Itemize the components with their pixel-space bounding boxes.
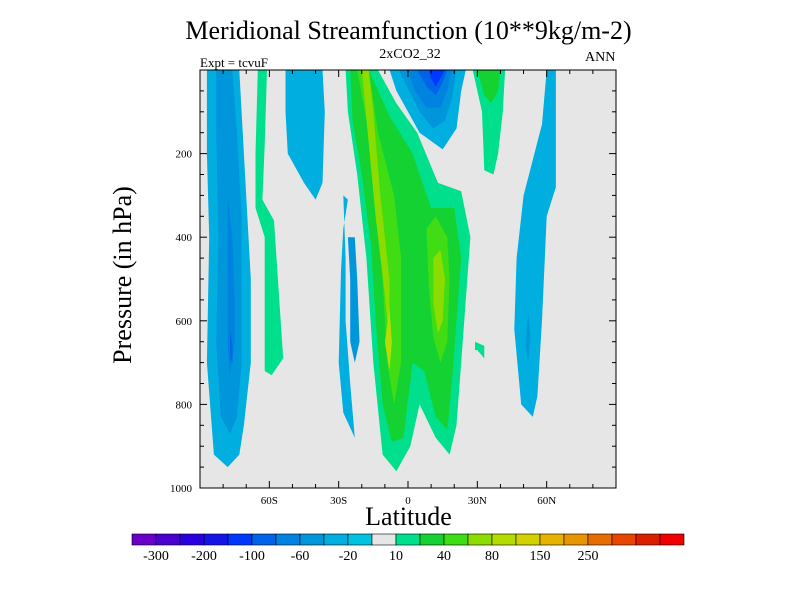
colorbar-label: -20	[339, 549, 358, 564]
colorbar-swatch	[347, 533, 373, 546]
contour-sh-mid-cyan-lower-l2	[347, 237, 360, 363]
colorbar-swatch	[659, 533, 685, 546]
colorbar-swatch	[491, 533, 517, 546]
colorbar-swatch	[395, 533, 421, 546]
contour-hadley-l5-core	[384, 308, 392, 371]
x-tick-label: 60N	[537, 495, 556, 507]
x-tick-label: 30N	[468, 495, 487, 507]
y-tick-label: 800	[176, 399, 193, 411]
contour-nh-polar-cyan	[514, 70, 556, 417]
colorbar-swatch	[515, 533, 541, 546]
x-tick-label: 60S	[261, 495, 278, 507]
colorbar-swatch	[275, 533, 301, 546]
contour-nh-small-green	[475, 341, 485, 359]
y-tick-label: 400	[176, 232, 193, 244]
colorbar-label: -300	[143, 549, 169, 564]
colorbar-swatch	[371, 533, 397, 546]
contour-tropical-green-n	[472, 70, 506, 175]
axis-ticks: 60S 30S 0 30N 60N 200 400 600 800 1000	[170, 69, 616, 507]
colorbar-swatch	[299, 533, 325, 546]
contour-tropical-green-n-l2	[477, 70, 501, 104]
colorbar-swatch	[635, 533, 661, 546]
contour-fills	[206, 70, 556, 472]
contour-hadley-l4-south	[361, 70, 390, 342]
colorbar-swatch	[563, 533, 589, 546]
season-label: ANN	[585, 50, 616, 65]
colorbar-swatch	[179, 533, 205, 546]
colorbar-label: 10	[389, 549, 403, 564]
colorbar-label: -200	[191, 549, 217, 564]
colorbar-swatch	[443, 533, 469, 546]
contour-sh-mid-cyan-top	[285, 70, 325, 200]
contour-sh-polar-cell-l3	[227, 195, 235, 376]
colorbar-swatch	[467, 533, 493, 546]
colorbar-swatch	[155, 533, 181, 546]
contour-ferrel-green-strip	[255, 70, 284, 376]
contour-sh-mid-cyan-lower	[338, 195, 355, 438]
chart-subtitle: 2xCO2_32	[379, 47, 441, 62]
colorbar-swatch	[131, 533, 157, 546]
experiment-label: Expt = tcvuF	[200, 55, 268, 70]
y-tick-label: 600	[176, 316, 193, 328]
contour-hadley-l4-north	[433, 249, 445, 334]
x-axis-label: Latitude	[365, 502, 452, 531]
colorbar: -300 -200 -100 -60 -20 10 40 80 150 250	[131, 533, 685, 564]
chart-title: Meridional Streamfunction (10**9kg/m-2)	[185, 16, 632, 45]
colorbar-swatch	[251, 533, 277, 546]
colorbar-label: 40	[437, 549, 451, 564]
colorbar-swatch	[539, 533, 565, 546]
x-tick-label: 30S	[330, 495, 347, 507]
colorbar-swatch	[419, 533, 445, 546]
colorbar-swatch	[227, 533, 253, 546]
colorbar-swatch	[611, 533, 637, 546]
colorbar-swatch	[203, 533, 229, 546]
contour-nh-polar-cyan-l2	[525, 312, 531, 363]
colorbar-label: -60	[291, 549, 310, 564]
colorbar-label: 80	[485, 549, 499, 564]
colorbar-swatch	[323, 533, 349, 546]
plot-frame	[199, 69, 617, 489]
colorbar-label: 250	[578, 549, 599, 564]
contour-sh-polar-cell-l4	[230, 329, 233, 363]
x-tick-label: 0	[405, 495, 411, 507]
y-tick-label: 1000	[170, 483, 193, 495]
colorbar-label: 150	[530, 549, 551, 564]
y-tick-label: 200	[176, 149, 193, 161]
colorbar-swatch	[587, 533, 613, 546]
colorbar-label: -100	[239, 549, 265, 564]
contour-tropical-blue-l5	[428, 70, 445, 87]
